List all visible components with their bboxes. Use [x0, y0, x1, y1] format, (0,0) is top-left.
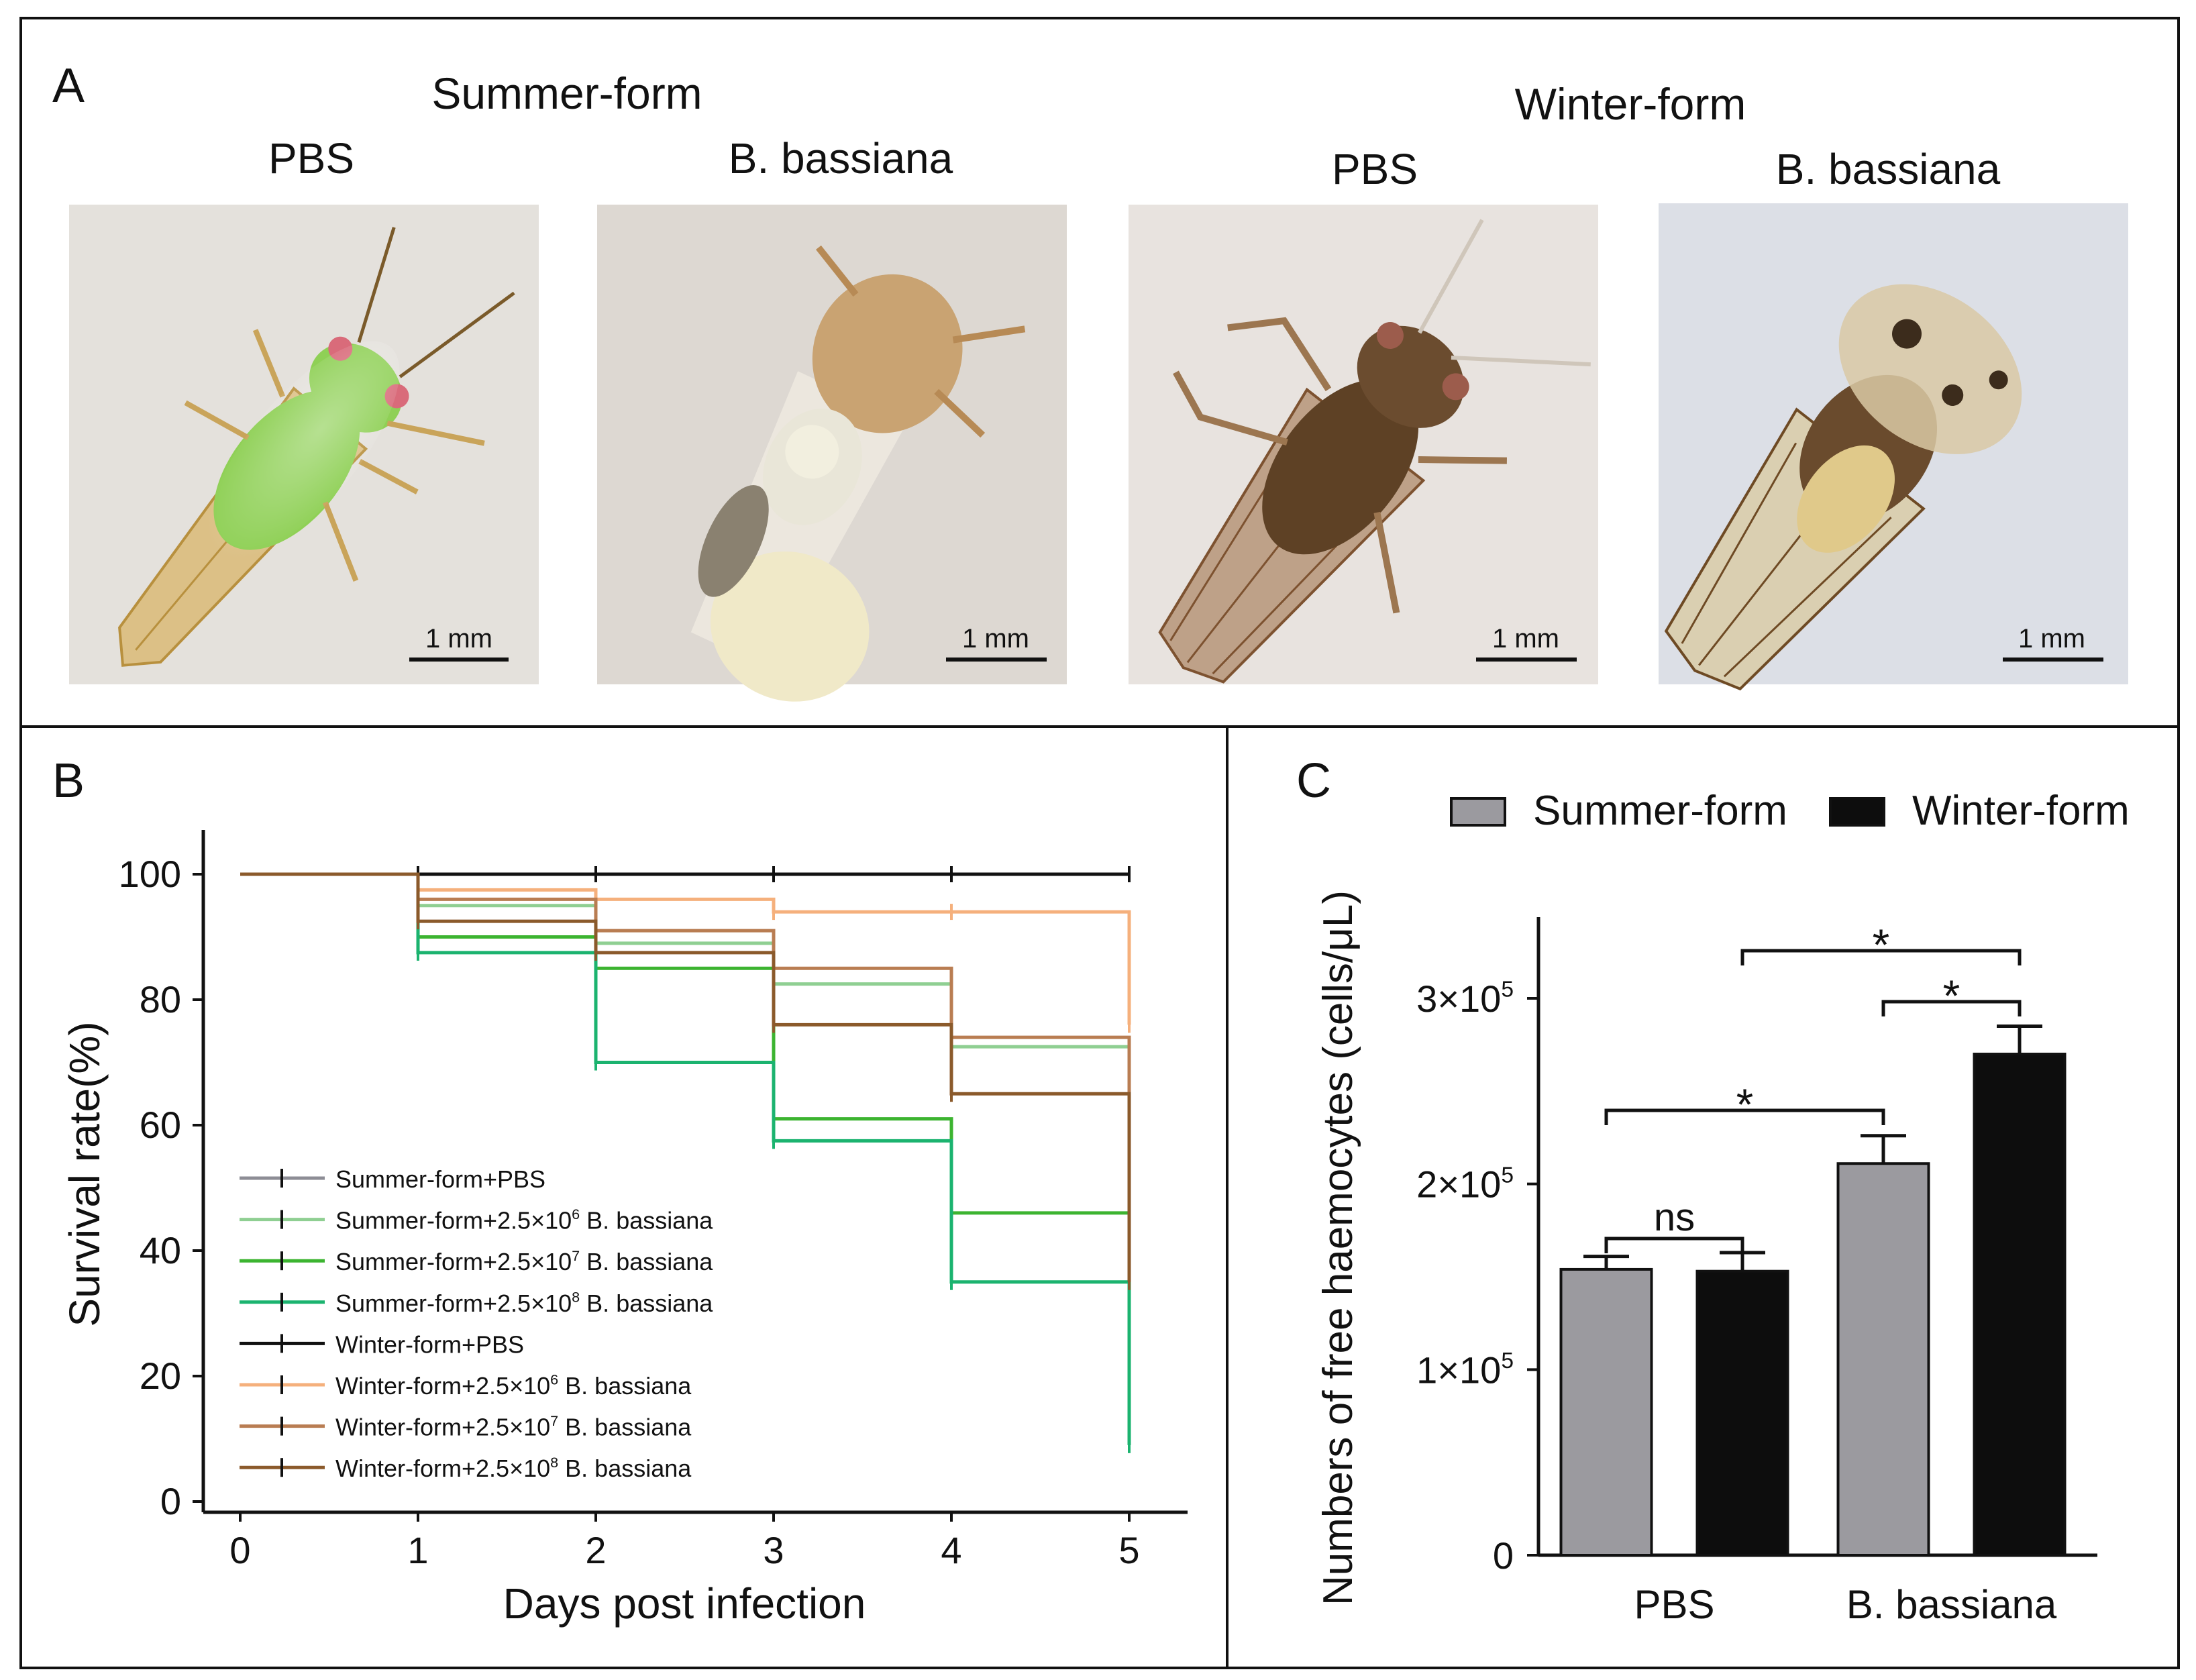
legend-label-5: Winter-form+PBS — [335, 1330, 524, 1358]
significance-bracket — [1604, 1237, 1744, 1253]
legend-label-8: Winter-form+2.5×108 B. bassiana — [335, 1454, 692, 1482]
insect-3-body — [1262, 379, 1419, 555]
haemocyte-y-tick-label: 1×105 — [1416, 1349, 1514, 1391]
haemocyte-chart: Summer-form Winter-form 01×1052×1053×105 … — [1315, 788, 2130, 1627]
photo-1-scale-label: 1 mm — [425, 624, 492, 653]
photo-4-title: B. bassiana — [1776, 145, 2001, 193]
panel-b-label: B — [52, 754, 85, 808]
legend-label-4: Summer-form+2.5×108 B. bassiana — [335, 1288, 713, 1316]
survival-y-tick-label: 20 — [140, 1355, 181, 1397]
survival-y-tick-label: 0 — [160, 1480, 181, 1522]
survival-y-tick-label: 80 — [140, 978, 181, 1020]
bar-bbassiana-summer — [1836, 1162, 1930, 1557]
significance-label: * — [1873, 920, 1890, 969]
survival-series-4-line — [240, 872, 1131, 1445]
photo-summer-bbassiana: 1 mm — [597, 205, 1067, 702]
significance-label: * — [1736, 1080, 1754, 1129]
survival-series-6-line — [240, 872, 1131, 1025]
photo-summer-pbs: 1 mm — [69, 205, 539, 684]
haemocyte-x-label: B. bassiana — [1846, 1582, 2057, 1627]
survival-x-tick-label: 0 — [229, 1529, 250, 1571]
significance-bracket — [1604, 1108, 1885, 1125]
haemocyte-legend: Summer-form Winter-form — [1450, 788, 2130, 834]
panel-a-label: A — [52, 59, 85, 113]
haemocyte-y-tick-label: 0 — [1493, 1534, 1514, 1577]
survival-x-tick-label: 5 — [1118, 1529, 1139, 1571]
legend-label-winter: Winter-form — [1912, 788, 2130, 834]
photo-winter-bbassiana: 1 mm — [1659, 203, 2128, 691]
outer-frame — [19, 17, 2180, 1669]
photo-winter-pbs: 1 mm — [1129, 205, 1598, 684]
survival-x-axis-title: Days post infection — [503, 1579, 866, 1628]
survival-x-tick-label: 3 — [763, 1529, 784, 1571]
legend-label-3: Summer-form+2.5×107 B. bassiana — [335, 1247, 713, 1275]
photo-2-scale-label: 1 mm — [962, 624, 1029, 653]
photo-2-title: B. bassiana — [729, 134, 953, 182]
photo-1-title: PBS — [268, 134, 354, 182]
photo-4-scale-label: 1 mm — [2018, 624, 2085, 653]
significance-label: ns — [1654, 1196, 1695, 1239]
survival-x-tick-label: 4 — [941, 1529, 961, 1571]
legend-label-2: Summer-form+2.5×106 B. bassiana — [335, 1206, 713, 1234]
survival-series-3-line — [240, 872, 1129, 1215]
legend-swatch-winter — [1829, 797, 1885, 827]
survival-legend: Summer-form+PBS Summer-form+2.5×106 B. ba… — [240, 1165, 713, 1482]
significance-bracket — [1881, 1000, 2022, 1016]
survival-y-tick-label: 40 — [140, 1229, 181, 1271]
haemocyte-x-label: PBS — [1634, 1582, 1714, 1627]
legend-swatch-summer — [1450, 797, 1506, 827]
legend-label-7: Winter-form+2.5×107 B. bassiana — [335, 1412, 692, 1440]
significance-label: * — [1943, 971, 1960, 1020]
haemocyte-y-tick-label: 3×105 — [1416, 978, 1514, 1020]
photo-3-title: PBS — [1332, 145, 1418, 193]
insect-2-body — [812, 274, 963, 433]
panel-a: A Summer-form Winter-form PBS B. bassian… — [52, 59, 2128, 702]
summer-form-heading: Summer-form — [431, 68, 702, 118]
legend-label-1: Summer-form+PBS — [335, 1165, 545, 1193]
haemocyte-y-axis-title: Numbers of free haemocytes (cells/μL) — [1315, 890, 1361, 1606]
survival-x-tick-label: 1 — [407, 1529, 428, 1571]
significance-bracket — [1740, 949, 2022, 965]
survival-x-tick-label: 2 — [585, 1529, 606, 1571]
haemocyte-y-tick-label: 2×105 — [1416, 1163, 1514, 1205]
survival-y-tick-label: 60 — [140, 1104, 181, 1146]
photo-3-scale-label: 1 mm — [1492, 624, 1559, 653]
bar-pbs-summer — [1559, 1267, 1653, 1557]
bar-bbassiana-winter — [1973, 1053, 2067, 1557]
legend-label-summer: Summer-form — [1533, 788, 1787, 834]
survival-y-axis-title: Survival rate(%) — [60, 1021, 109, 1326]
survival-y-tick-label: 100 — [119, 853, 181, 895]
bar-pbs-winter — [1695, 1269, 1789, 1557]
legend-label-6: Winter-form+2.5×106 B. bassiana — [335, 1371, 692, 1400]
panel-c-label: C — [1296, 754, 1331, 808]
survival-series-8-line — [240, 872, 1131, 1282]
winter-form-heading: Winter-form — [1515, 79, 1746, 129]
